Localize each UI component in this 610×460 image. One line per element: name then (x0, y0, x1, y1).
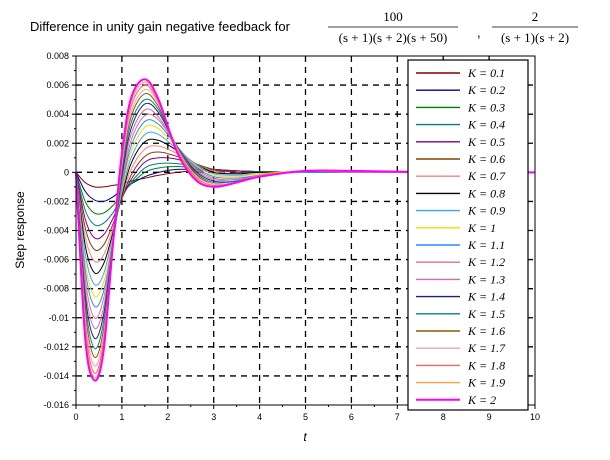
x-tick-label: 10 (530, 412, 540, 422)
y-tick-label: 0.008 (46, 51, 69, 61)
legend-box (407, 59, 529, 411)
y-tick-label: -0.016 (43, 400, 69, 410)
x-tick-label: 6 (349, 412, 354, 422)
legend-label: K = 2 (467, 393, 496, 407)
legend-label: K = 0.9 (467, 204, 505, 218)
legend-label: K = 1.4 (467, 290, 505, 304)
legend-label: K = 1.5 (467, 307, 505, 321)
y-tick-label: -0.008 (43, 284, 69, 294)
plot-frame (75, 55, 536, 406)
grid (76, 56, 535, 405)
legend-label: K = 1.2 (467, 255, 505, 269)
title-frac1-denominator: (s + 1)(s + 2)(s + 50) (339, 30, 448, 45)
y-tick-label: -0.01 (48, 313, 69, 323)
x-tick-label: 4 (257, 412, 262, 422)
y-tick-label: -0.012 (43, 342, 69, 352)
y-tick-label: 0.002 (46, 138, 69, 148)
legend-label: K = 0.3 (467, 100, 505, 114)
title-prefix: Difference in unity gain negative feedba… (30, 19, 291, 34)
series-line-9 (75, 131, 535, 286)
legend-label: K = 0.8 (467, 186, 505, 200)
legend-label: K = 1.8 (467, 358, 505, 372)
x-axis-label: t (303, 430, 307, 444)
x-tick-label: 7 (395, 412, 400, 422)
legend-label: K = 1.6 (467, 324, 505, 338)
title-frac2-numerator: 2 (532, 9, 539, 24)
series-lines (75, 78, 536, 382)
series-line-20 (75, 78, 536, 382)
y-tick-label: -0.014 (43, 371, 69, 381)
legend-label: K = 0.7 (467, 169, 506, 183)
y-tick-label: -0.002 (43, 196, 69, 206)
y-axis-label: Step response (13, 191, 27, 269)
chart-title: Difference in unity gain negative feedba… (30, 9, 578, 45)
legend-label: K = 1.3 (467, 272, 505, 286)
legend-label: K = 1.1 (467, 238, 505, 252)
y-tick-label: 0.006 (46, 80, 69, 90)
legend-label: K = 1.7 (467, 341, 506, 355)
y-tick-label: -0.006 (43, 255, 69, 265)
y-ticks: 0.008 0.006 0.004 0.002 0 -0.002 -0.004 -0.006 -… (43, 51, 76, 410)
x-tick-label: 0 (73, 412, 78, 422)
legend-label: K = 1 (467, 221, 496, 235)
y-tick-label: -0.004 (43, 226, 69, 236)
legend-label: K = 0.2 (467, 83, 505, 97)
x-tick-label: 5 (303, 412, 308, 422)
x-tick-label: 2 (165, 412, 170, 422)
y-tick-label: 0.004 (46, 109, 69, 119)
title-frac1-numerator: 100 (383, 9, 403, 24)
legend-label: K = 0.1 (467, 66, 505, 80)
legend: K = 0.1 K = 0.2 K = 0.3 K = 0.4 K = 0.5 K = 0… (407, 59, 529, 411)
legend-label: K = 0.4 (467, 118, 505, 132)
x-tick-label: 8 (441, 412, 446, 422)
x-tick-label: 9 (487, 412, 492, 422)
legend-label: K = 0.6 (467, 152, 505, 166)
x-tick-label: 1 (119, 412, 124, 422)
legend-label: K = 1.9 (467, 376, 505, 390)
legend-label: K = 0.5 (467, 135, 505, 149)
title-separator: , (477, 25, 481, 40)
title-frac2-denominator: (s + 1)(s + 2) (501, 30, 569, 45)
y-tick-label: 0 (64, 167, 69, 177)
x-tick-label: 3 (211, 412, 216, 422)
